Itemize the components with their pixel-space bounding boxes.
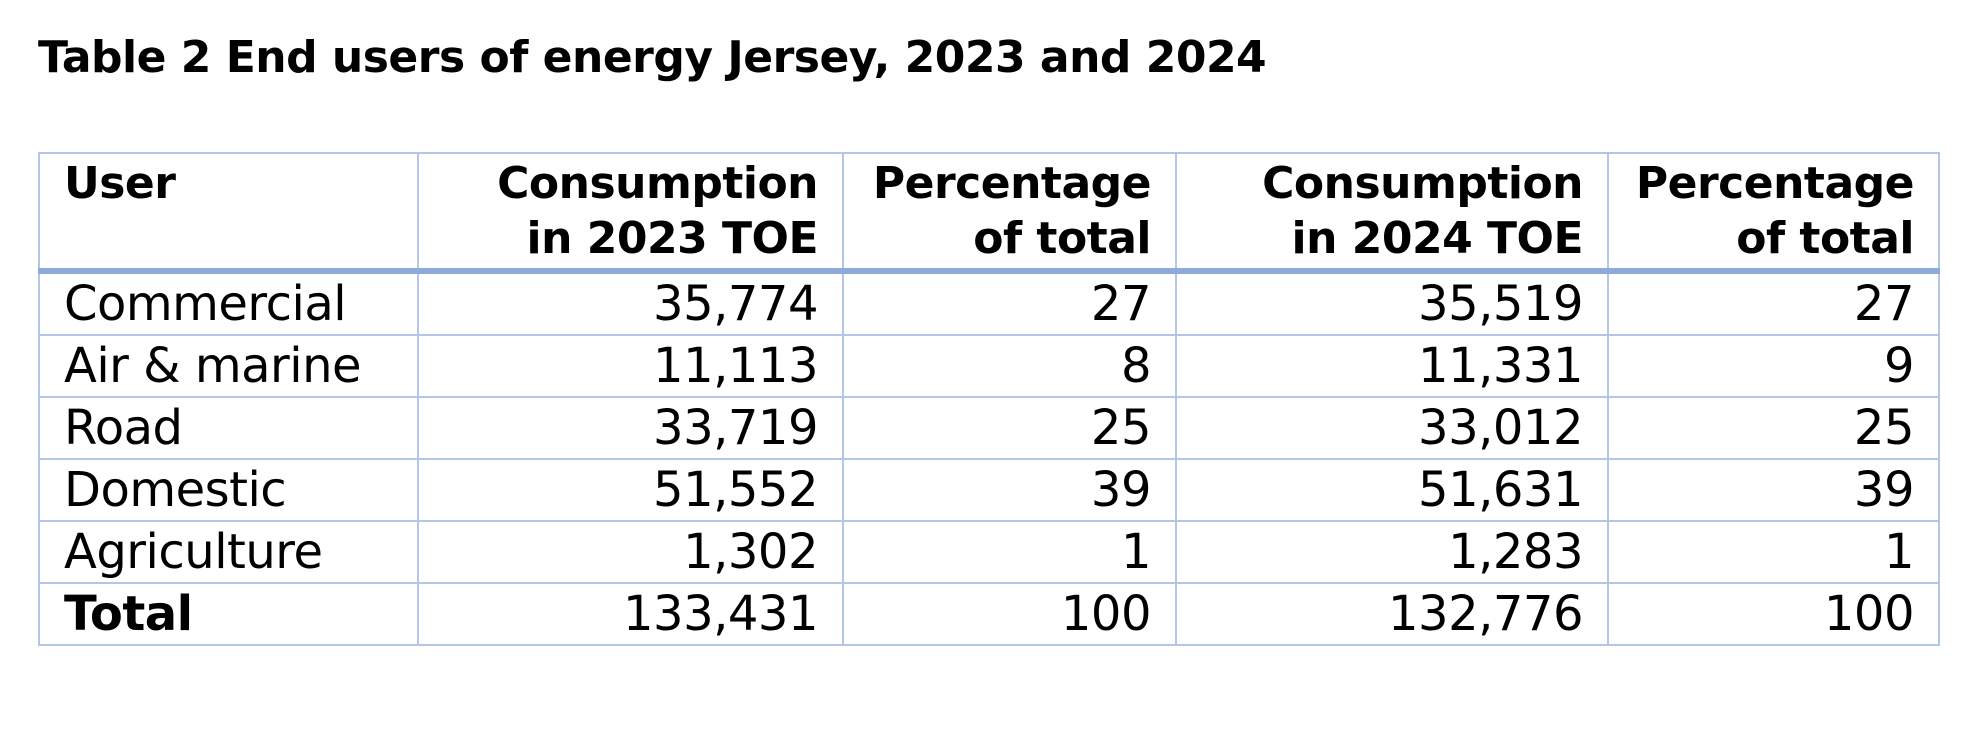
header-consumption-2023-line1: Consumption xyxy=(497,158,818,209)
cell-user: Commercial xyxy=(38,270,419,336)
cell-percentage-2023: 8 xyxy=(842,334,1177,398)
cell-percentage-2023: 27 xyxy=(842,270,1177,336)
header-percentage-2024-line1: Percentage xyxy=(1635,158,1915,209)
cell-consumption-2024-total: 132,776 xyxy=(1175,582,1609,646)
header-consumption-2024: Consumption in 2024 TOE xyxy=(1175,152,1609,274)
cell-user-total: Total xyxy=(38,582,419,646)
header-consumption-2024-line2: in 2024 TOE xyxy=(1291,213,1584,264)
cell-percentage-2024-total: 100 xyxy=(1607,582,1940,646)
table-row: Agriculture 1,302 1 1,283 1 xyxy=(38,520,1940,584)
cell-percentage-2023: 25 xyxy=(842,396,1177,460)
cell-percentage-2024: 27 xyxy=(1607,270,1940,336)
cell-consumption-2024: 33,012 xyxy=(1175,396,1609,460)
cell-percentage-2024: 1 xyxy=(1607,520,1940,584)
table-row: Domestic 51,552 39 51,631 39 xyxy=(38,458,1940,522)
cell-consumption-2023: 11,113 xyxy=(417,334,844,398)
header-user-label: User xyxy=(64,158,176,209)
cell-consumption-2024: 11,331 xyxy=(1175,334,1609,398)
energy-users-table: User Consumption in 2023 TOE Percentage … xyxy=(38,152,1940,646)
cell-user: Agriculture xyxy=(38,520,419,584)
cell-consumption-2023: 35,774 xyxy=(417,270,844,336)
cell-percentage-2023: 1 xyxy=(842,520,1177,584)
cell-percentage-2024: 39 xyxy=(1607,458,1940,522)
header-consumption-2023: Consumption in 2023 TOE xyxy=(417,152,844,274)
cell-consumption-2023-total: 133,431 xyxy=(417,582,844,646)
cell-user: Domestic xyxy=(38,458,419,522)
cell-user: Road xyxy=(38,396,419,460)
cell-user: Air & marine xyxy=(38,334,419,398)
cell-consumption-2024: 35,519 xyxy=(1175,270,1609,336)
cell-percentage-2023: 39 xyxy=(842,458,1177,522)
cell-consumption-2023: 33,719 xyxy=(417,396,844,460)
header-consumption-2024-line1: Consumption xyxy=(1262,158,1583,209)
cell-consumption-2024: 1,283 xyxy=(1175,520,1609,584)
table-header-row: User Consumption in 2023 TOE Percentage … xyxy=(38,152,1940,274)
table-row: Road 33,719 25 33,012 25 xyxy=(38,396,1940,460)
header-percentage-2023-line2: of total xyxy=(973,213,1151,264)
cell-consumption-2023: 51,552 xyxy=(417,458,844,522)
table-row: Commercial 35,774 27 35,519 27 xyxy=(38,270,1940,336)
cell-percentage-2023-total: 100 xyxy=(842,582,1177,646)
cell-percentage-2024: 25 xyxy=(1607,396,1940,460)
header-percentage-2024: Percentage of total xyxy=(1607,152,1940,274)
header-percentage-2023-line1: Percentage xyxy=(872,158,1152,209)
header-percentage-2023: Percentage of total xyxy=(842,152,1177,274)
cell-consumption-2023: 1,302 xyxy=(417,520,844,584)
header-percentage-2024-line2: of total xyxy=(1736,213,1914,264)
header-user: User xyxy=(38,152,419,274)
table-row-total: Total 133,431 100 132,776 100 xyxy=(38,582,1940,646)
header-consumption-2023-line2: in 2023 TOE xyxy=(526,213,819,264)
cell-consumption-2024: 51,631 xyxy=(1175,458,1609,522)
table-row: Air & marine 11,113 8 11,331 9 xyxy=(38,334,1940,398)
cell-percentage-2024: 9 xyxy=(1607,334,1940,398)
table-title: Table 2 End users of energy Jersey, 2023… xyxy=(38,32,1267,83)
